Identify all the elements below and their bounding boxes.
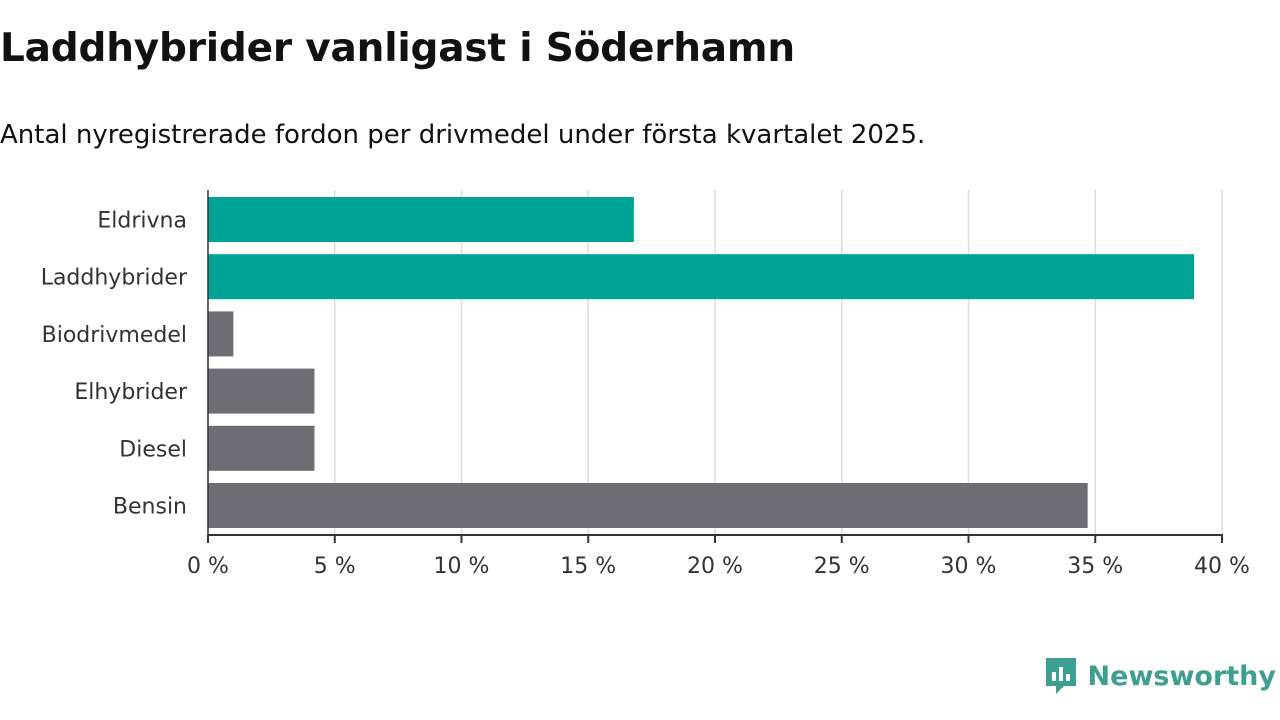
x-tick-label: 5 %	[314, 554, 356, 579]
newsworthy-chart-icon	[1045, 658, 1076, 694]
bar	[208, 368, 315, 414]
x-tick-label: 15 %	[560, 554, 616, 579]
x-axis: 0 % 5 % 10 % 15 % 20 % 25 % 30 % 35 % 40 %	[187, 190, 1250, 579]
x-tick-label: 35 %	[1067, 554, 1123, 579]
category-label: Laddhybrider	[41, 266, 188, 291]
chart-subtitle: Antal nyregistrerade fordon per drivmede…	[0, 120, 926, 150]
logo-text: Newsworthy	[1087, 660, 1276, 692]
x-tick-label: 0 %	[187, 554, 229, 579]
bar	[208, 425, 315, 471]
category-label: Eldrivna	[97, 209, 187, 234]
x-tick-label: 20 %	[687, 554, 743, 579]
bar	[208, 483, 1088, 528]
x-tick-label: 40 %	[1194, 554, 1250, 579]
category-label: Biodrivmedel	[42, 323, 187, 348]
category-label: Elhybrider	[74, 380, 188, 405]
bar	[208, 254, 1195, 300]
bar	[208, 311, 234, 357]
bar	[208, 197, 634, 242]
category-label: Diesel	[119, 437, 187, 462]
category-labels: Eldrivna Laddhybrider Biodrivmedel Elhybrid…	[41, 209, 188, 520]
grid-lines	[334, 190, 1223, 535]
x-tick-label: 30 %	[941, 554, 997, 579]
category-label: Bensin	[113, 495, 187, 520]
chart-title: Laddhybrider vanligast i Söderhamn	[0, 26, 795, 71]
x-tick-label: 25 %	[814, 554, 870, 579]
bars	[208, 197, 1195, 528]
x-tick-label: 10 %	[434, 554, 490, 579]
newsworthy-logo: Newsworthy	[1044, 656, 1276, 696]
